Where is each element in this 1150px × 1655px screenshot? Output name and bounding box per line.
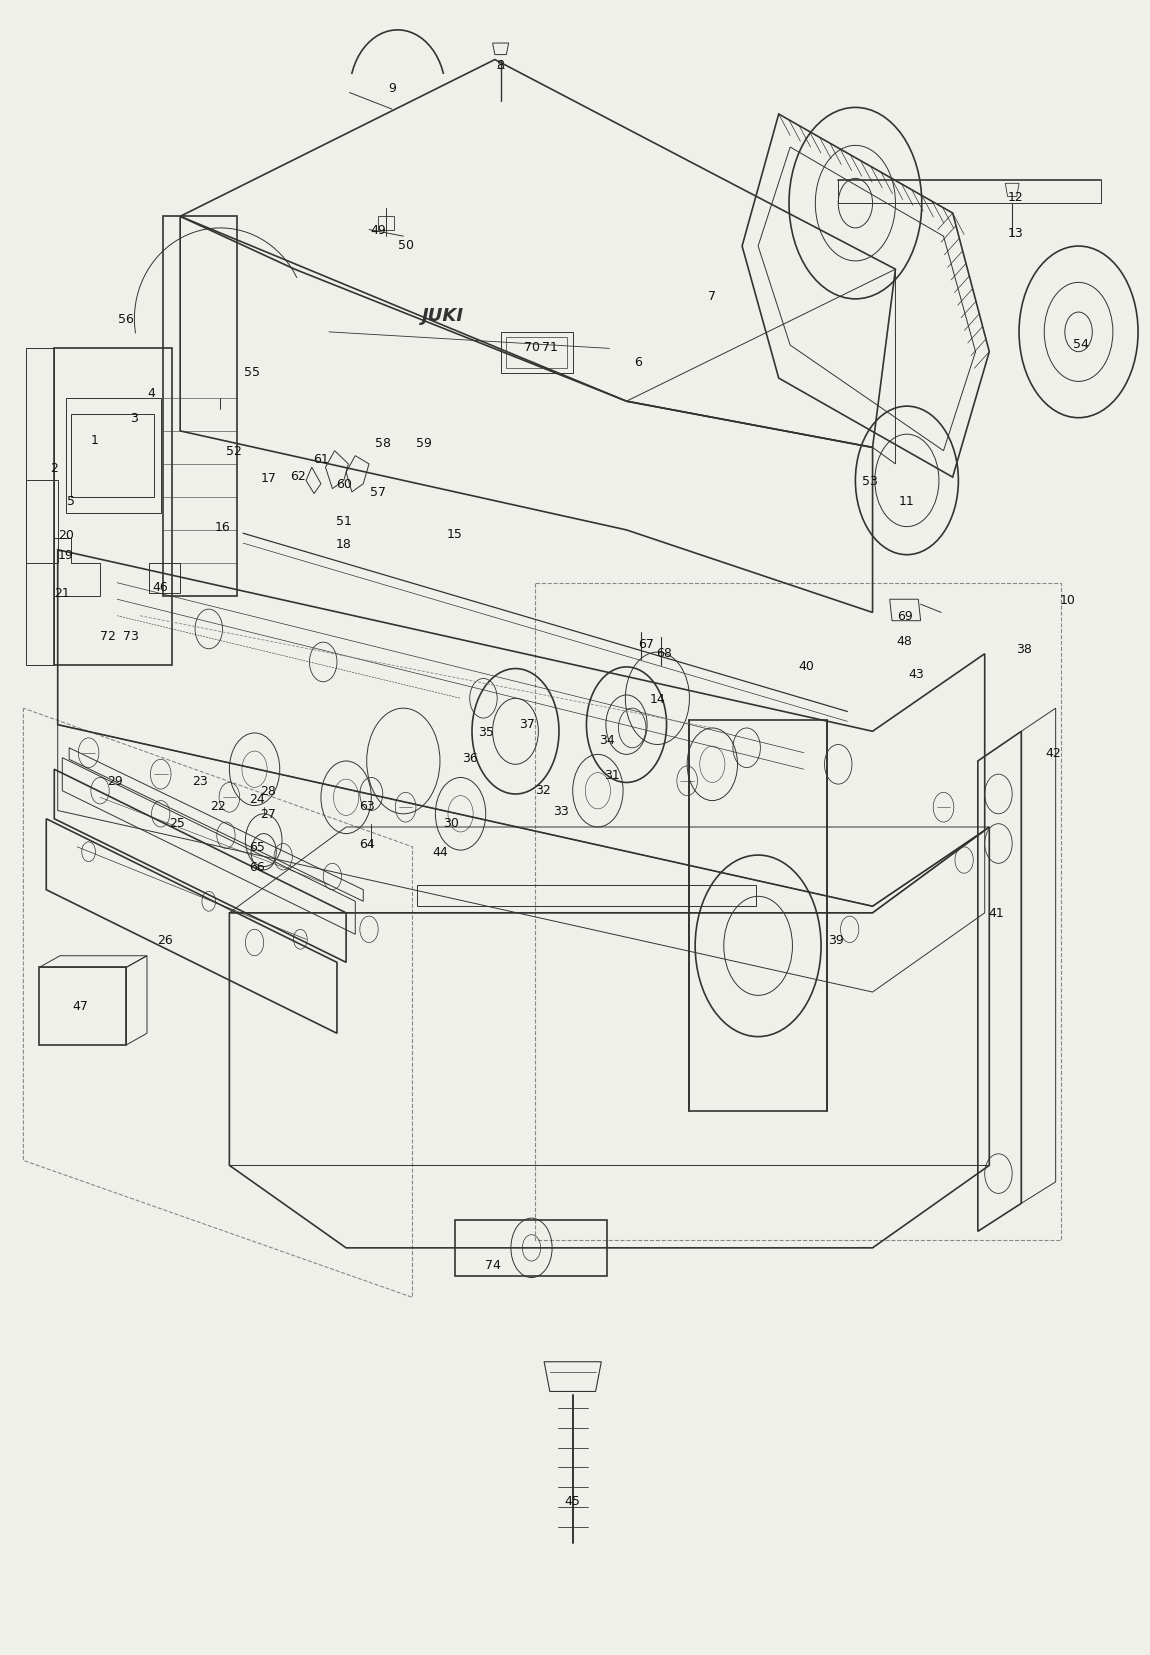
Text: 8: 8: [497, 60, 505, 71]
Text: 33: 33: [553, 804, 569, 818]
Text: 23: 23: [192, 775, 207, 788]
Text: 50: 50: [398, 238, 414, 252]
Text: 29: 29: [107, 775, 123, 788]
Text: 44: 44: [432, 846, 447, 859]
Text: 57: 57: [370, 487, 386, 500]
Text: 43: 43: [908, 667, 923, 680]
Text: 26: 26: [158, 933, 174, 947]
Text: 5: 5: [68, 495, 76, 508]
Text: 66: 66: [248, 861, 264, 874]
Text: 70: 70: [523, 341, 539, 354]
Text: 73: 73: [123, 629, 139, 642]
Text: 32: 32: [535, 783, 551, 796]
Text: 19: 19: [58, 549, 74, 561]
Text: 49: 49: [370, 223, 386, 237]
Text: 71: 71: [542, 341, 558, 354]
Text: 53: 53: [862, 475, 879, 488]
Text: 20: 20: [58, 530, 74, 543]
Text: 28: 28: [260, 784, 276, 798]
Text: 16: 16: [215, 521, 230, 535]
Text: 37: 37: [519, 717, 535, 730]
Text: 46: 46: [153, 581, 169, 592]
Text: 64: 64: [359, 837, 375, 851]
Text: 18: 18: [336, 538, 352, 551]
Text: 58: 58: [375, 437, 391, 450]
Text: 65: 65: [248, 841, 264, 854]
Text: 63: 63: [359, 799, 375, 813]
Text: 54: 54: [1073, 338, 1089, 351]
Text: 10: 10: [1059, 594, 1075, 606]
Text: 60: 60: [336, 478, 352, 492]
Text: 39: 39: [828, 933, 844, 947]
Text: 59: 59: [416, 437, 432, 450]
Text: 4: 4: [147, 387, 155, 401]
Text: 13: 13: [1007, 227, 1024, 240]
Text: 3: 3: [130, 412, 138, 425]
Text: 36: 36: [462, 751, 477, 765]
Text: 9: 9: [388, 83, 396, 94]
Text: 52: 52: [227, 445, 242, 458]
Text: 41: 41: [988, 907, 1004, 920]
Text: 27: 27: [260, 808, 276, 821]
Text: 34: 34: [599, 733, 615, 746]
Text: 22: 22: [210, 799, 225, 813]
Text: 45: 45: [565, 1494, 581, 1508]
Text: 7: 7: [708, 290, 716, 303]
Text: 1: 1: [91, 434, 98, 447]
Text: 6: 6: [634, 356, 642, 369]
Text: 12: 12: [1007, 190, 1024, 204]
Text: 25: 25: [169, 816, 185, 829]
Text: 40: 40: [798, 659, 814, 672]
Text: 17: 17: [260, 472, 276, 485]
Text: 47: 47: [72, 1000, 89, 1013]
Text: 35: 35: [477, 725, 493, 738]
Text: 14: 14: [650, 692, 665, 705]
Text: 48: 48: [897, 634, 913, 647]
Text: 69: 69: [897, 611, 912, 622]
Text: 24: 24: [248, 793, 264, 806]
Text: 15: 15: [447, 528, 462, 541]
Text: 30: 30: [444, 816, 459, 829]
Text: 56: 56: [118, 313, 135, 326]
Text: 51: 51: [336, 515, 352, 528]
Text: 38: 38: [1015, 642, 1032, 655]
Text: 62: 62: [290, 470, 306, 483]
Text: 21: 21: [54, 588, 70, 599]
Text: 72: 72: [100, 629, 116, 642]
Text: 31: 31: [604, 768, 620, 781]
Text: 2: 2: [51, 462, 59, 475]
Text: 11: 11: [899, 495, 914, 508]
Text: 68: 68: [657, 645, 673, 659]
Text: 42: 42: [1045, 746, 1061, 760]
Text: 61: 61: [313, 453, 329, 467]
Text: 55: 55: [244, 366, 260, 379]
Text: 67: 67: [638, 637, 654, 650]
Text: JUKI: JUKI: [422, 308, 465, 324]
Text: 74: 74: [484, 1258, 500, 1271]
